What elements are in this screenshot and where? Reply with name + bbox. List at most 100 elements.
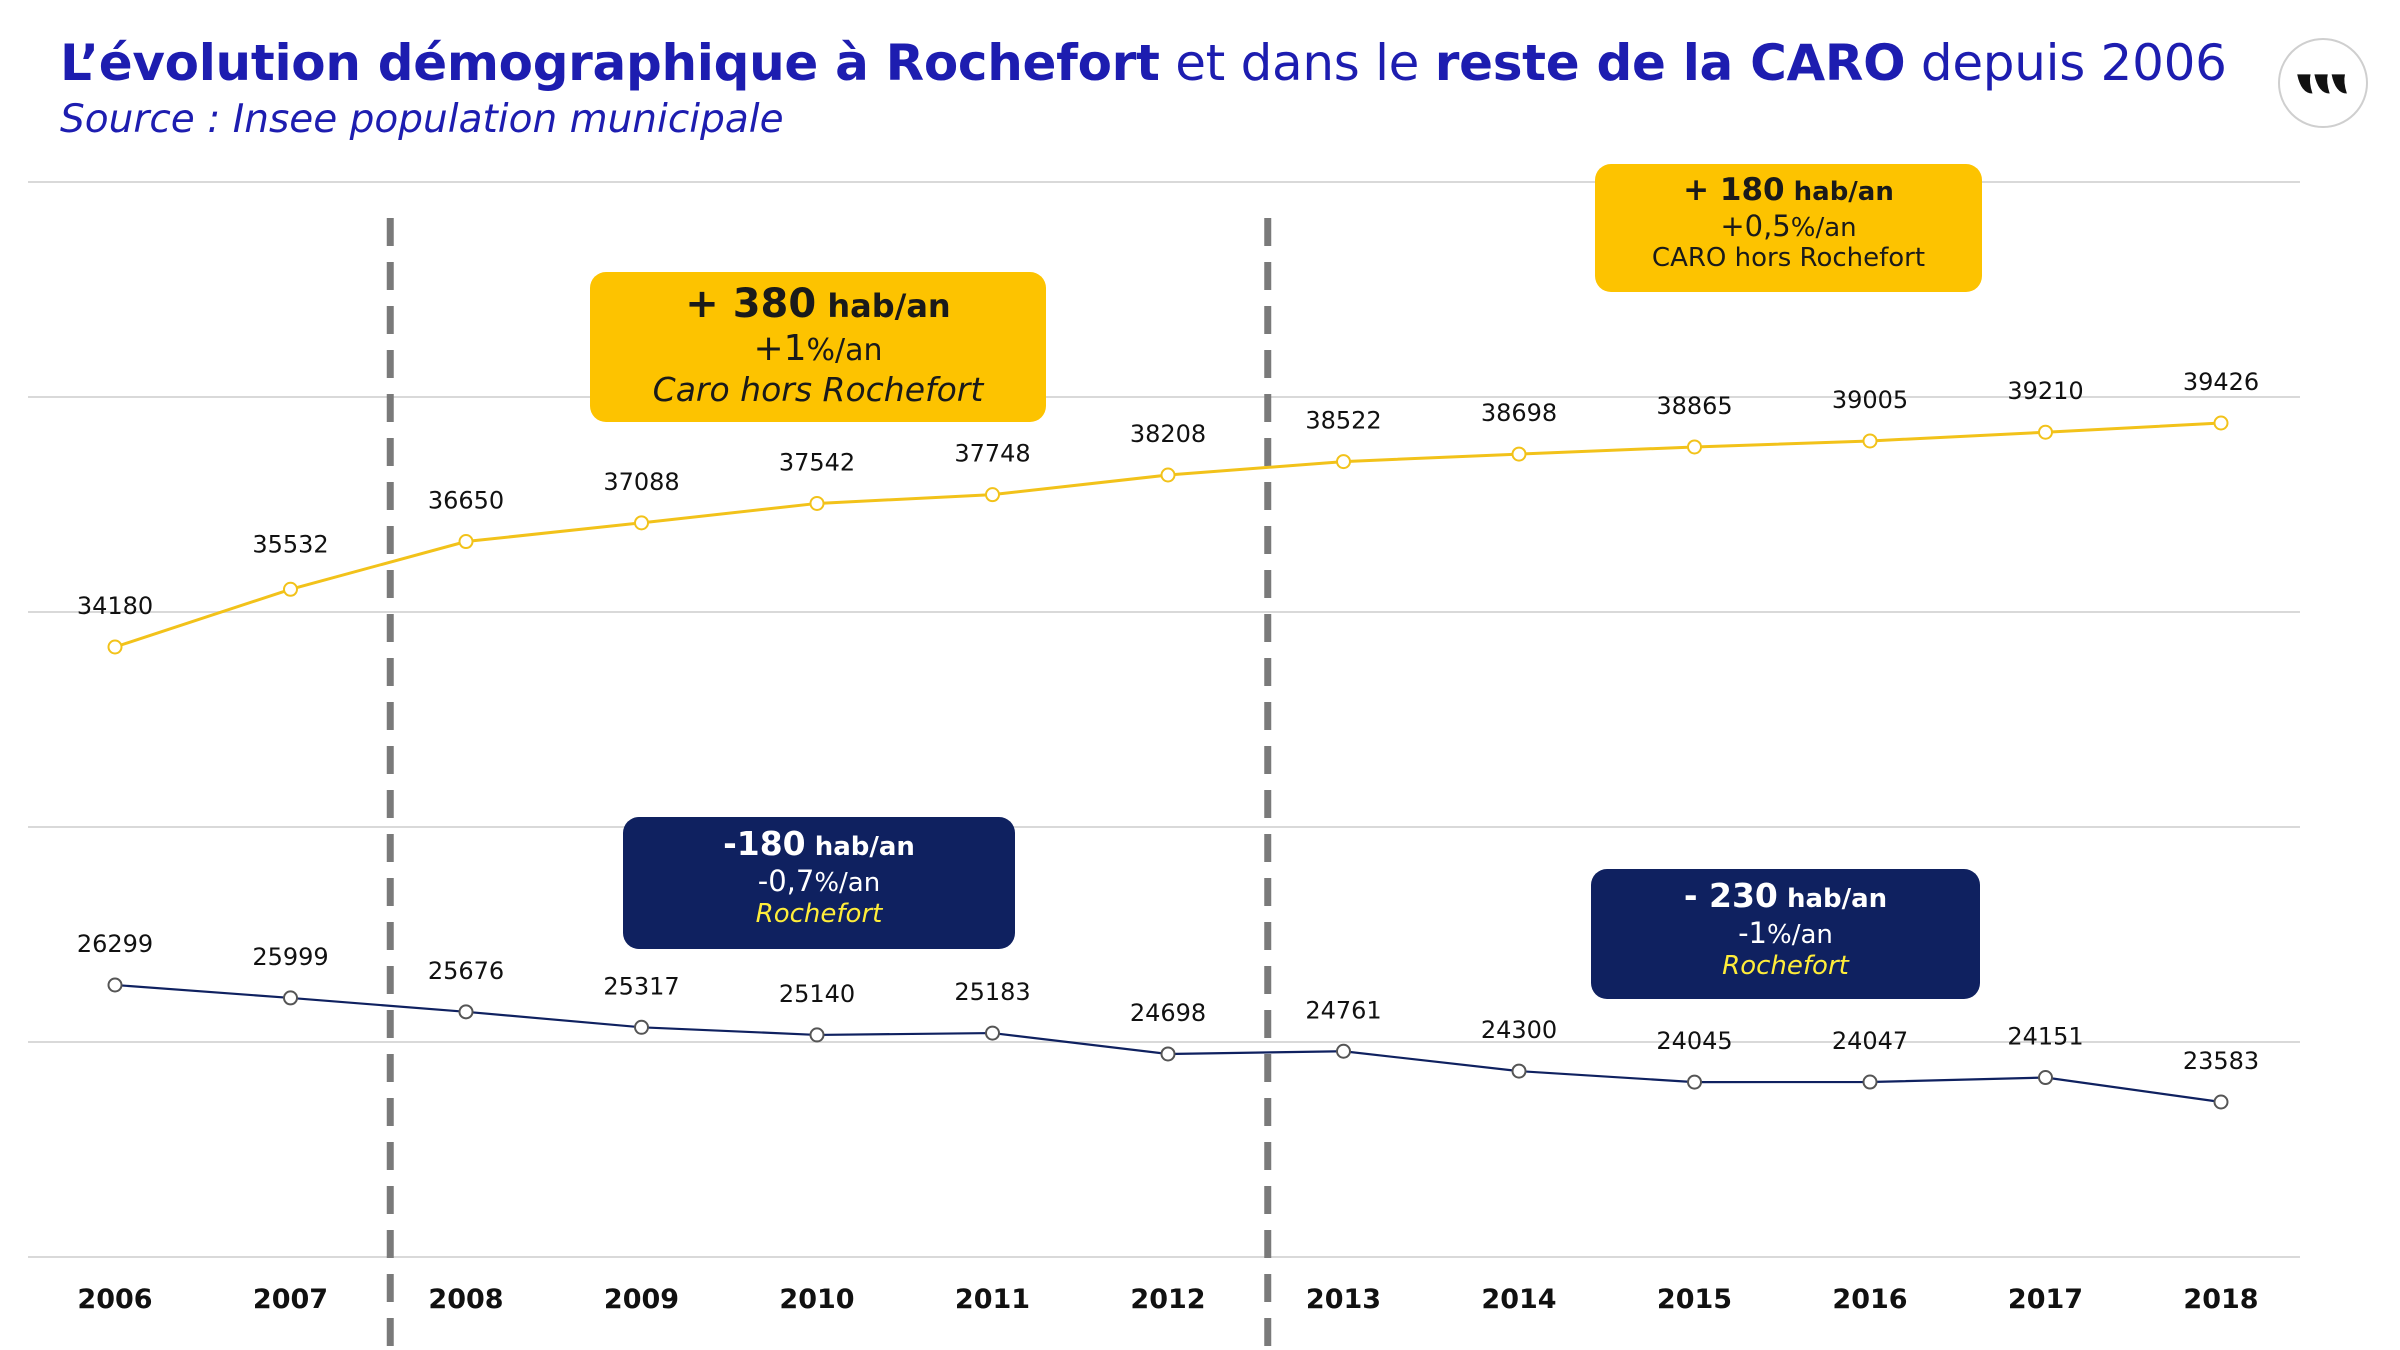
annotation-rate: + 380 hab/an (590, 281, 1046, 328)
data-point-rochefort-2012 (1160, 1046, 1176, 1062)
data-point-rochefort-2014 (1511, 1063, 1527, 1079)
annotation-rate-number: -180 (723, 824, 806, 863)
data-label-caro-2014: 38698 (1481, 399, 1557, 427)
data-label-caro-2016: 39005 (1832, 386, 1908, 414)
page-subtitle: Source : Insee population municipale (60, 97, 784, 142)
data-point-rochefort-2010 (809, 1027, 825, 1043)
annotation-percent-number: -0,7 (757, 863, 815, 898)
data-point-rochefort-2015 (1687, 1074, 1702, 1090)
annotation-percent-number: -1 (1738, 915, 1768, 950)
data-point-rochefort-2009 (634, 1019, 649, 1035)
data-label-rochefort-2016: 24047 (1832, 1027, 1908, 1055)
data-label-rochefort-2006: 26299 (77, 930, 153, 958)
data-label-caro-2013: 38522 (1305, 407, 1381, 435)
data-point-caro-2008 (458, 534, 474, 550)
x-tick-label-2008: 2008 (428, 1284, 503, 1315)
brand-logo-icon (2278, 38, 2368, 128)
data-label-rochefort-2017: 24151 (2007, 1023, 2083, 1051)
annotation-rate-number: - 230 (1683, 876, 1778, 915)
annotation-percent-unit: %/an (1790, 212, 1857, 243)
data-point-caro-2013 (1336, 454, 1351, 470)
data-label-rochefort-2010: 25140 (779, 980, 855, 1008)
data-label-caro-2006: 34180 (77, 592, 153, 620)
annotation-percent: +1%/an (590, 328, 1046, 370)
annotation-percent-number: +0,5 (1720, 208, 1791, 243)
data-label-caro-2018: 39426 (2183, 368, 2259, 396)
x-tick-label-2013: 2013 (1306, 1284, 1381, 1315)
x-tick-label-2012: 2012 (1130, 1284, 1205, 1315)
x-tick-label-2018: 2018 (2183, 1284, 2258, 1315)
x-tick-label-2006: 2006 (77, 1284, 152, 1315)
title-part-0: L’évolution démographique à Rochefort (60, 34, 1160, 92)
annotation-rate-unit: hab/an (1777, 884, 1888, 914)
data-label-caro-2012: 38208 (1130, 420, 1206, 448)
annotation-label: Rochefort (755, 898, 883, 929)
annotation-label: Caro hors Rochefort (652, 369, 984, 409)
data-label-caro-2011: 37748 (954, 440, 1030, 468)
data-point-rochefort-2013 (1336, 1043, 1351, 1059)
annotation-percent-number: +1 (753, 328, 807, 370)
data-point-caro-2010 (809, 495, 825, 511)
annotation-percent-unit: %/an (814, 867, 881, 898)
data-point-rochefort-2011 (985, 1025, 1000, 1041)
annotation-rate: + 180 hab/an (1595, 172, 1982, 209)
data-point-caro-2009 (634, 515, 649, 531)
data-label-rochefort-2018: 23583 (2183, 1047, 2259, 1075)
data-label-rochefort-2009: 25317 (603, 972, 679, 1000)
data-label-rochefort-2012: 24698 (1130, 999, 1206, 1027)
x-tick-label-2010: 2010 (779, 1284, 854, 1315)
x-tick-label-2007: 2007 (253, 1284, 328, 1315)
data-label-rochefort-2008: 25676 (428, 957, 504, 985)
annotation-box-rochefort-2006-2012: -180 hab/an -0,7%/an Rochefort (623, 817, 1015, 949)
x-tick-label-2015: 2015 (1657, 1284, 1732, 1315)
title-part-1: et dans le (1159, 34, 1435, 92)
data-label-caro-2009: 37088 (603, 468, 679, 496)
x-tick-label-2011: 2011 (955, 1284, 1030, 1315)
annotation-rate-number: + 180 (1683, 172, 1785, 208)
data-point-caro-2018 (2213, 415, 2229, 431)
x-tick-label-2009: 2009 (604, 1284, 679, 1315)
data-point-rochefort-2016 (1862, 1074, 1878, 1090)
data-point-caro-2015 (1687, 439, 1702, 455)
series-line-caro (114, 421, 2222, 649)
annotation-rate: -180 hab/an (623, 824, 1015, 864)
title-part-3: depuis 2006 (1905, 34, 2227, 92)
data-point-rochefort-2006 (107, 977, 123, 993)
page-title: L’évolution démographique à Rochefort et… (60, 34, 2227, 92)
data-point-caro-2012 (1160, 467, 1176, 483)
data-label-caro-2010: 37542 (779, 448, 855, 476)
data-point-caro-2014 (1511, 446, 1527, 462)
data-point-caro-2016 (1862, 433, 1878, 449)
data-point-caro-2011 (985, 487, 1000, 503)
data-point-rochefort-2018 (2213, 1094, 2229, 1110)
data-label-rochefort-2014: 24300 (1481, 1016, 1557, 1044)
x-tick-label-2017: 2017 (2008, 1284, 2083, 1315)
data-label-caro-2007: 35532 (252, 530, 328, 558)
annotation-percent: -0,7%/an (623, 864, 1015, 899)
data-point-rochefort-2008 (458, 1004, 474, 1020)
annotation-box-caro-2006-2012: + 380 hab/an +1%/an Caro hors Rochefort (590, 272, 1046, 422)
data-label-caro-2008: 36650 (428, 487, 504, 515)
x-tick-label-2014: 2014 (1481, 1284, 1556, 1315)
data-label-caro-2015: 38865 (1656, 392, 1732, 420)
title-part-2: reste de la CARO (1434, 34, 1906, 92)
annotation-rate-number: + 380 (685, 281, 817, 327)
annotation-percent-unit: %/an (806, 333, 883, 369)
annotation-percent: +0,5%/an (1595, 209, 1982, 244)
annotation-rate: - 230 hab/an (1591, 876, 1980, 916)
data-point-caro-2017 (2038, 424, 2053, 440)
data-label-rochefort-2013: 24761 (1305, 996, 1381, 1024)
data-point-caro-2007 (283, 581, 298, 597)
annotation-box-caro-2013-2018: + 180 hab/an +0,5%/an CARO hors Rochefort (1595, 164, 1982, 292)
annotation-percent-unit: %/an (1767, 919, 1833, 950)
data-label-rochefort-2007: 25999 (252, 943, 328, 971)
annotation-label: Rochefort (1722, 950, 1849, 981)
x-tick-label-2016: 2016 (1832, 1284, 1907, 1315)
annotation-rate-unit: hab/an (1784, 177, 1894, 207)
data-label-rochefort-2011: 25183 (954, 978, 1030, 1006)
annotation-label: CARO hors Rochefort (1651, 243, 1926, 274)
annotation-box-rochefort-2013-2018: - 230 hab/an -1%/an Rochefort (1591, 869, 1980, 999)
data-point-rochefort-2017 (2038, 1070, 2053, 1086)
annotation-rate-unit: hab/an (805, 832, 915, 862)
